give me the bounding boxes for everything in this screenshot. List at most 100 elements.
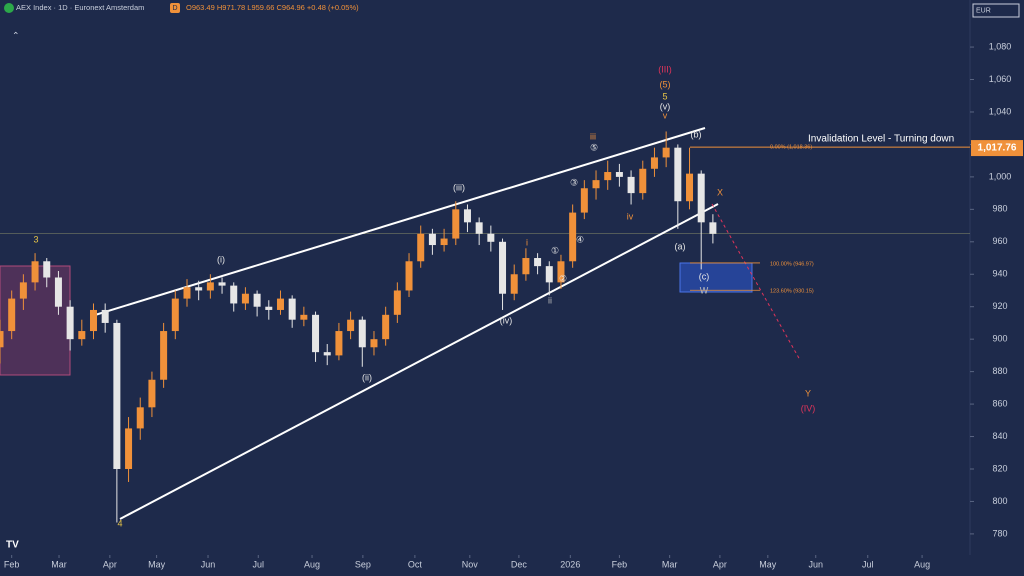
candle-body [323, 352, 331, 356]
wave-label: Y [805, 388, 811, 398]
symbol: AEX Index · 1D · Euronext Amsterdam [16, 3, 144, 12]
x-tick-label: Jun [808, 559, 823, 569]
target-box [679, 262, 753, 293]
x-tick-label: Apr [713, 559, 727, 569]
logo: TV [6, 540, 19, 551]
x-tick-label: Aug [304, 559, 320, 569]
candle-body [241, 293, 249, 304]
candle-body [54, 277, 62, 307]
x-tick-label: Aug [914, 559, 930, 569]
wave-label: (ii) [362, 372, 372, 382]
price-label-box [971, 140, 1023, 157]
wave-label: v [663, 110, 668, 120]
y-tick-label: 960 [992, 236, 1007, 246]
candle-body [417, 233, 425, 262]
candle-body [0, 331, 4, 348]
currency-box[interactable] [972, 3, 1020, 18]
y-tick-label: 880 [992, 366, 1007, 376]
x-tick-label: Feb [4, 559, 20, 569]
candle-body [265, 306, 273, 310]
fib-label: 100.00% (946.97) [770, 261, 814, 267]
y-tick-label: 900 [992, 334, 1007, 344]
candle-body [569, 212, 577, 262]
y-tick-label: 780 [992, 528, 1007, 538]
candle-body [662, 147, 670, 158]
candle-body [136, 407, 144, 429]
y-tick-label: 800 [992, 496, 1007, 506]
x-tick-label: Nov [462, 559, 479, 569]
candle-body [171, 298, 179, 332]
candle-body [300, 314, 308, 320]
candle-body [650, 157, 658, 169]
wave-label: i [526, 237, 528, 247]
candle-body [534, 258, 542, 267]
candle-body [428, 233, 436, 246]
candle-body [615, 172, 623, 177]
candle-body [627, 176, 635, 194]
candle-body [545, 266, 553, 283]
wave-label: ③ [570, 177, 578, 187]
y-tick-label: 1,040 [989, 106, 1012, 116]
y-tick-label: 860 [992, 398, 1007, 408]
fib-label: 123.60% (930.15) [770, 289, 814, 295]
wave-label: (iii) [453, 182, 465, 192]
candle-body [43, 261, 51, 278]
x-tick-label: Mar [51, 559, 67, 569]
x-tick-label: May [759, 559, 777, 569]
candle-body [674, 147, 682, 202]
candle-body [452, 209, 460, 239]
candle-body [218, 282, 226, 286]
x-tick-label: Dec [511, 559, 528, 569]
candle-body [101, 309, 109, 323]
candle-body [522, 258, 530, 275]
candle-body [66, 306, 74, 340]
x-tick-label: Feb [612, 559, 628, 569]
y-tick-label: 940 [992, 269, 1007, 279]
candle-body [183, 287, 191, 299]
wave-label: ii [548, 295, 552, 305]
y-tick-label: 1,060 [989, 74, 1012, 84]
candle-body [206, 282, 214, 291]
candle-body [405, 261, 413, 291]
candle-body [358, 319, 366, 348]
y-tick-label: 820 [992, 463, 1007, 473]
invalidation-label: Invalidation Level - Turning down [808, 134, 954, 145]
collapse-icon[interactable]: ⌃ [12, 30, 20, 40]
candle-body [382, 314, 390, 340]
wave-label: iv [627, 211, 634, 221]
y-tick-label: 1,000 [989, 171, 1012, 181]
candle-body [160, 331, 168, 380]
candle-body [347, 319, 355, 332]
x-tick-label: Apr [103, 559, 117, 569]
wave-label: ① [551, 245, 559, 255]
wave-label: (a) [675, 241, 686, 251]
wave-label: 4 [117, 518, 122, 528]
wave-label: W [700, 285, 709, 295]
wave-label: (i) [217, 254, 225, 264]
currency[interactable]: EUR [976, 7, 991, 14]
y-tick-label: 840 [992, 431, 1007, 441]
badge-box [170, 3, 180, 13]
x-tick-label: Mar [662, 559, 678, 569]
candle-body [312, 314, 320, 353]
candle-body [639, 168, 647, 194]
candle-body [580, 188, 588, 213]
candle-body [592, 180, 600, 189]
wave-label: 3 [33, 234, 38, 244]
x-tick-label: Jun [201, 559, 216, 569]
candle-body [113, 322, 121, 469]
wave-label: (iv) [500, 315, 513, 325]
candle-body [253, 293, 261, 307]
candle-body [335, 331, 343, 356]
x-tick-label: Jul [253, 559, 265, 569]
x-tick-label: Jul [862, 559, 874, 569]
badge: D [172, 5, 177, 12]
candle-body [697, 173, 705, 223]
wave-label: (IV) [801, 403, 816, 413]
candle-body [276, 298, 284, 310]
wave-label: (5) [660, 79, 671, 89]
candle-body [463, 209, 471, 223]
x-tick-label: May [148, 559, 166, 569]
